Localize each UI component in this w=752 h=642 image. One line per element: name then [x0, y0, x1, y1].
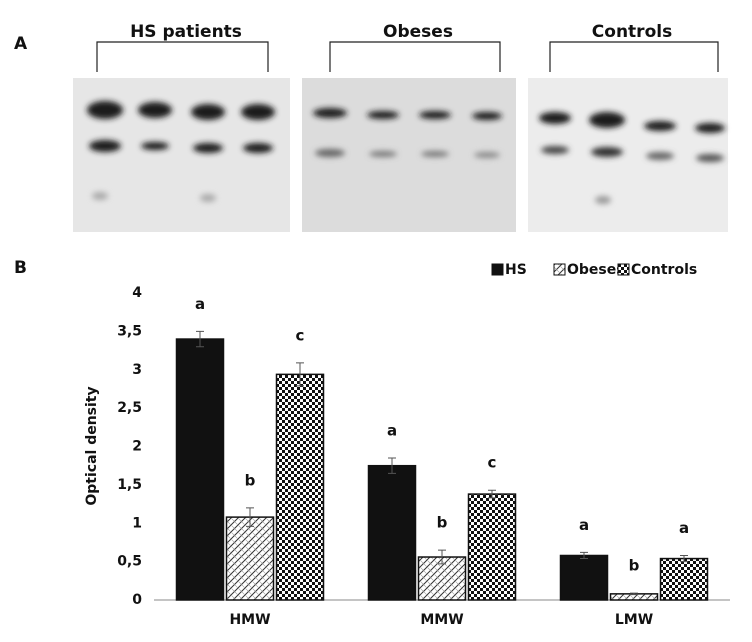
x-tick-label: LMW — [615, 612, 653, 628]
error-bar — [580, 551, 588, 560]
bar — [275, 373, 325, 601]
x-tick-label: HMW — [229, 612, 270, 628]
error-bar — [630, 592, 638, 596]
significance-letter: a — [679, 519, 689, 537]
error-bar — [296, 362, 304, 387]
legend-swatch — [553, 263, 566, 276]
legend-label: Obeses — [567, 262, 625, 278]
y-tick-label: 1 — [132, 515, 142, 531]
significance-letter: a — [387, 422, 397, 440]
error-bar — [438, 549, 446, 565]
significance-letter: c — [296, 326, 305, 344]
x-tick-label: MMW — [420, 612, 463, 628]
error-bar — [196, 330, 204, 348]
group-label: Obeses — [383, 22, 453, 42]
y-tick-label: 3,5 — [117, 323, 142, 339]
legend-label: Controls — [631, 262, 697, 278]
bar — [225, 516, 275, 601]
bar — [467, 493, 517, 601]
group-label: Controls — [592, 22, 672, 42]
y-tick-label: 2 — [132, 439, 142, 455]
y-tick-label: 3 — [132, 362, 142, 378]
significance-letter: a — [579, 516, 589, 534]
panel-label: A — [14, 34, 28, 54]
y-tick-label: 0,5 — [117, 554, 142, 570]
significance-letter: b — [437, 514, 448, 532]
y-tick-label: 0 — [132, 592, 142, 608]
blot — [73, 78, 728, 232]
legend-swatch — [491, 263, 504, 276]
y-axis-label: Optical density — [84, 386, 100, 505]
error-bar — [388, 457, 396, 474]
bar — [559, 554, 609, 601]
brackets — [96, 41, 719, 72]
significance-letter: b — [629, 557, 640, 575]
y-tick-label: 4 — [132, 285, 142, 301]
legend-label: HS — [505, 262, 527, 278]
error-bar — [680, 554, 688, 563]
significance-letter: c — [488, 454, 497, 472]
error-bar — [246, 507, 254, 527]
bar — [175, 338, 225, 601]
bar — [659, 557, 709, 601]
group-label: HS patients — [130, 22, 242, 42]
bar — [367, 464, 417, 601]
error-bar — [488, 489, 496, 499]
significance-letter: a — [195, 295, 205, 313]
y-tick-label: 1,5 — [117, 477, 142, 493]
panel-label: B — [14, 258, 27, 278]
y-tick-label: 2,5 — [117, 400, 142, 416]
significance-letter: b — [245, 471, 256, 489]
legend-swatch — [617, 263, 630, 276]
